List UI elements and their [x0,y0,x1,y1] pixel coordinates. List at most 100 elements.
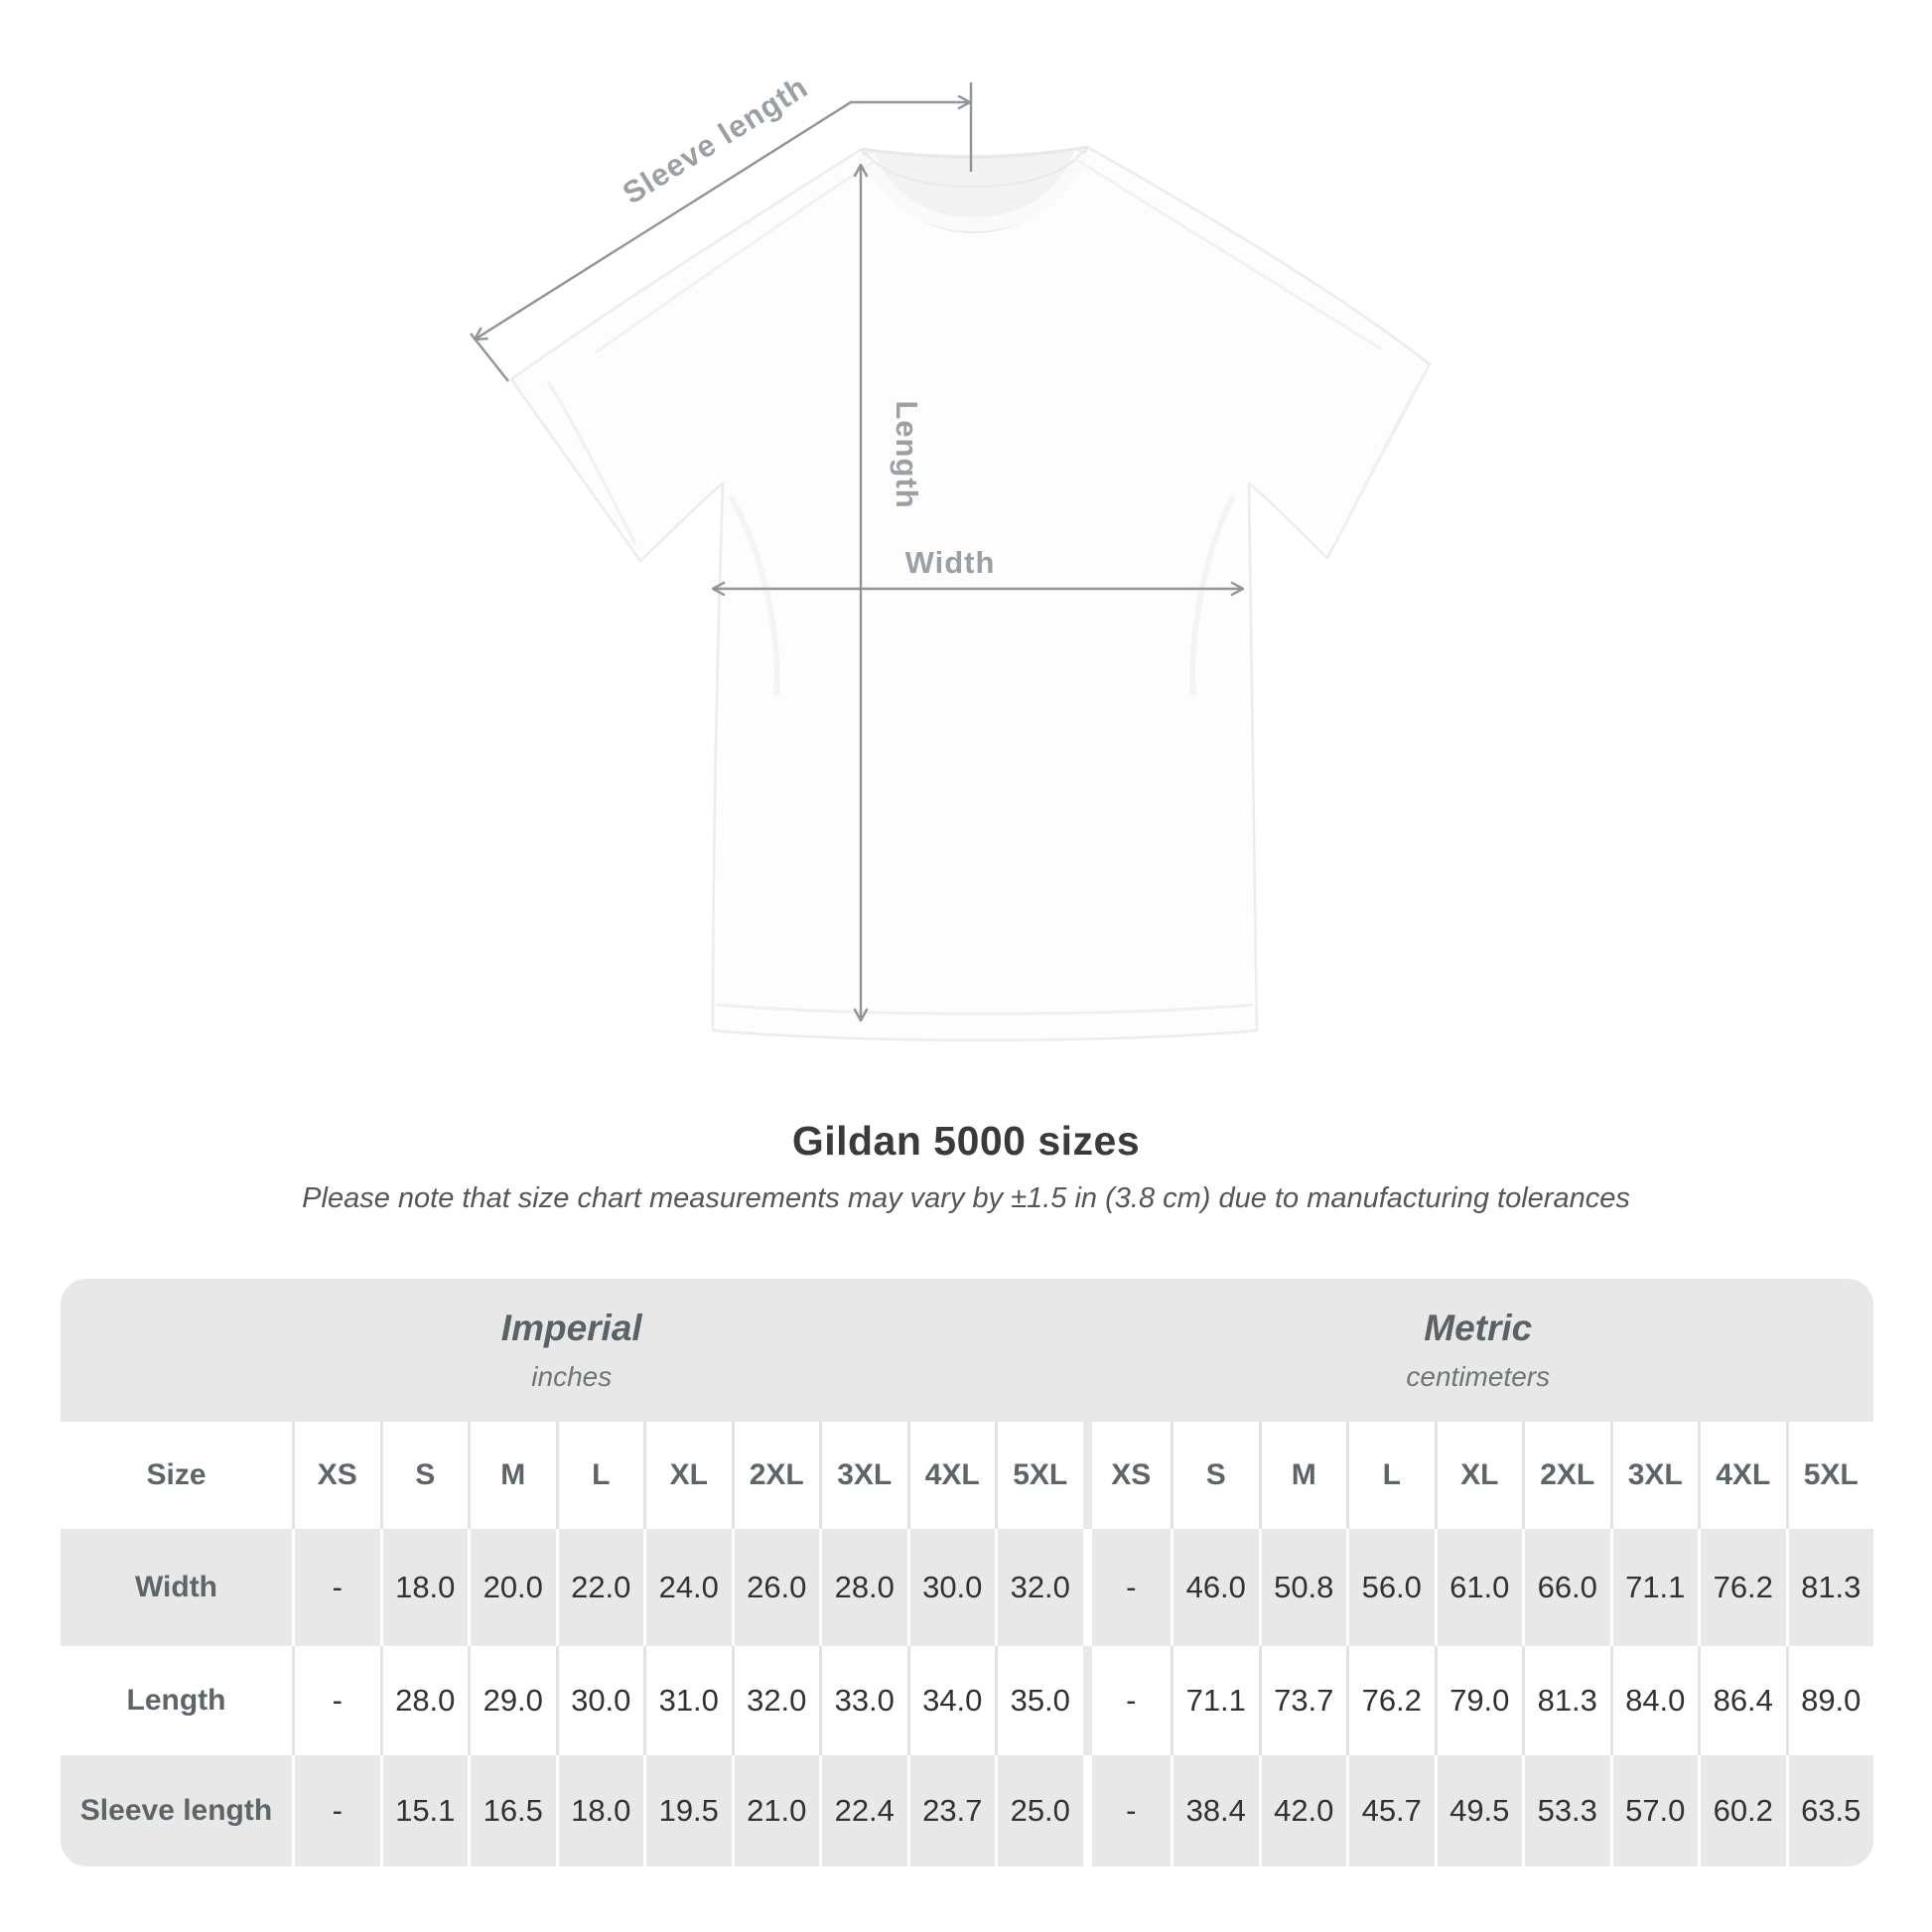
tshirt-image [509,145,1432,1041]
size-table: Imperial inches Metric centimeters Size XS S M L… [61,1279,1873,1866]
section-name-imperial: Imperial [500,1308,642,1348]
table-cell: 42.0 [1258,1755,1346,1866]
table-cell: 76.2 [1346,1646,1435,1755]
size-header-imperial-3XL: 3XL [819,1422,907,1529]
table-cell: - [292,1646,380,1755]
table-cell: 73.7 [1258,1646,1346,1755]
table-cell: 23.7 [906,1755,995,1866]
sleeve-length-arrow [475,102,970,340]
page-title: Gildan 5000 sizes [791,1118,1141,1164]
table-row-sleeve-length: Sleeve length -15.1 16.5 18.0 19.5 21.0 22.4 23… [61,1755,1873,1866]
table-cell: - [1082,1646,1171,1755]
table-cell: - [1082,1529,1171,1646]
table-cell: 28.0 [379,1646,468,1755]
section-name-metric: Metric [1424,1308,1533,1348]
table-cell: 20.0 [468,1529,556,1646]
dimension-arrows [470,82,1243,1021]
hem-seam [716,1003,1254,1016]
size-header-imperial-2XL: 2XL [731,1422,819,1529]
table-cell: 79.0 [1434,1646,1522,1755]
right-shoulder-seam [1076,158,1383,351]
caption-block: Gildan 5000 sizes Please note that size … [0,1118,1932,1215]
size-header-imperial-5XL: 5XL [995,1422,1083,1529]
size-header-metric-M: M [1258,1422,1346,1529]
table-cell: 86.4 [1698,1646,1786,1755]
tshirt-body [509,145,1432,1041]
row-label: Length [61,1646,292,1755]
table-cell: 26.0 [731,1529,819,1646]
table-cell: 24.0 [643,1529,732,1646]
sleeve-length-label: Sleeve length [617,69,814,211]
size-corner-label: Size [61,1422,292,1529]
table-cell: 81.3 [1522,1646,1610,1755]
table-cell: 84.0 [1609,1646,1698,1755]
section-unit-metric: centimeters [1406,1361,1551,1392]
table-cell: 89.0 [1785,1646,1873,1755]
width-label: Width [905,545,996,580]
table-cell: 18.0 [379,1529,468,1646]
table-cell: 30.0 [555,1646,643,1755]
table-cell: 71.1 [1609,1529,1698,1646]
table-cell: 28.0 [819,1529,907,1646]
table-cell: 76.2 [1698,1529,1786,1646]
table-cell: 38.4 [1171,1755,1259,1866]
section-header-metric: Metric centimeters [1082,1279,1873,1422]
table-cell: 45.7 [1346,1755,1435,1866]
table-cell: 49.5 [1434,1755,1522,1866]
page-subtitle: Please note that size chart measurements… [302,1182,1630,1214]
size-header-row: Size XS S M L XL 2XL 3XL 4XL 5XL XS S M L XL 2XL 3XL 4XL 5… [61,1422,1873,1529]
table-cell: 66.0 [1522,1529,1610,1646]
table-cell: 16.5 [468,1755,556,1866]
size-header-imperial-M: M [468,1422,556,1529]
size-header-metric-XL: XL [1434,1422,1522,1529]
table-cell: 15.1 [379,1755,468,1866]
row-label: Width [61,1529,292,1646]
table-cell: 22.0 [555,1529,643,1646]
table-cell: 25.0 [995,1755,1083,1866]
left-cuff-seam [546,381,637,545]
tshirt-diagram: Sleeve length Length Width [470,69,1432,1041]
table-cell: 33.0 [819,1646,907,1755]
table-row-length: Length -28.0 29.0 30.0 31.0 32.0 33.0 34.0 35.0-… [61,1646,1873,1755]
size-header-metric-5XL: 5XL [1785,1422,1873,1529]
table-cell: 71.1 [1171,1646,1259,1755]
table-cell: 60.2 [1698,1755,1786,1866]
table-cell: 53.3 [1522,1755,1610,1866]
table-cell: 34.0 [906,1646,995,1755]
size-header-metric-3XL: 3XL [1609,1422,1698,1529]
table-cell: 29.0 [468,1646,556,1755]
row-label: Sleeve length [61,1755,292,1866]
table-cell: 32.0 [731,1646,819,1755]
table-cell: 50.8 [1258,1529,1346,1646]
table-cell: 19.5 [643,1755,732,1866]
table-cell: 30.0 [906,1529,995,1646]
table-cell: 57.0 [1609,1755,1698,1866]
table-cell: 35.0 [995,1646,1083,1755]
table-row-width: Width -18.0 20.0 22.0 24.0 26.0 28.0 30.0 32.0-4… [61,1529,1873,1646]
table-cell: 22.4 [819,1755,907,1866]
table-cell: 18.0 [555,1755,643,1866]
size-header-metric-S: S [1171,1422,1259,1529]
table-cell: 31.0 [643,1646,732,1755]
section-unit-imperial: inches [531,1361,613,1392]
table-cell: 21.0 [731,1755,819,1866]
table-cell: 61.0 [1434,1529,1522,1646]
size-header-metric-XS: XS [1082,1422,1171,1529]
size-header-metric-2XL: 2XL [1522,1422,1610,1529]
size-header-metric-L: L [1346,1422,1435,1529]
size-header-imperial-L: L [555,1422,643,1529]
right-cuff-seam [1333,381,1422,545]
section-header-imperial: Imperial inches [61,1279,1083,1422]
sleeve-tip-tick [470,333,509,382]
table-cell: 56.0 [1346,1529,1435,1646]
length-label: Length [890,400,924,508]
table-cell: 32.0 [995,1529,1083,1646]
table-cell: 63.5 [1785,1755,1873,1866]
table-cell: 81.3 [1785,1529,1873,1646]
size-chart-table: Imperial inches Metric centimeters Size XS S M L… [61,1279,1873,1866]
size-header-imperial-XL: XL [643,1422,732,1529]
size-header-imperial-4XL: 4XL [906,1422,995,1529]
table-cell: - [292,1755,380,1866]
units-header-row: Imperial inches Metric centimeters [61,1279,1873,1422]
